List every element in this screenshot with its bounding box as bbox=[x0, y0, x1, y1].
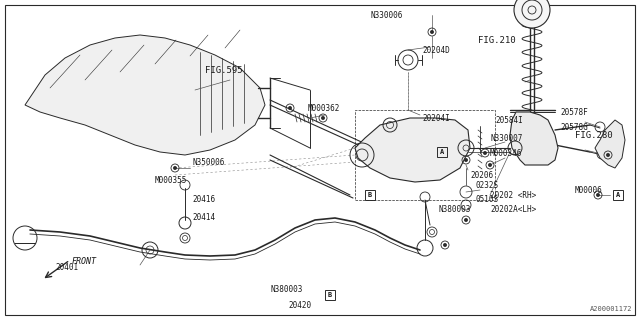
Circle shape bbox=[431, 30, 434, 34]
Text: A200001172: A200001172 bbox=[589, 306, 632, 312]
Text: N380003: N380003 bbox=[270, 285, 302, 294]
Text: FRONT: FRONT bbox=[72, 258, 97, 267]
Text: N380003: N380003 bbox=[438, 205, 470, 214]
Circle shape bbox=[514, 0, 550, 28]
Text: 20206: 20206 bbox=[470, 171, 493, 180]
Text: 20416: 20416 bbox=[192, 196, 215, 204]
Circle shape bbox=[488, 164, 492, 167]
Polygon shape bbox=[510, 112, 558, 165]
Text: 20578F: 20578F bbox=[560, 108, 588, 116]
Text: B: B bbox=[328, 292, 332, 298]
Text: N330006: N330006 bbox=[370, 11, 403, 20]
Text: 20202A<LH>: 20202A<LH> bbox=[490, 205, 536, 214]
Text: 20204I: 20204I bbox=[422, 114, 450, 123]
Text: 20420: 20420 bbox=[288, 300, 311, 309]
Text: 20204D: 20204D bbox=[422, 45, 450, 54]
Bar bbox=[355, 110, 495, 200]
Text: 0232S: 0232S bbox=[475, 180, 498, 189]
Text: N330007: N330007 bbox=[490, 133, 522, 142]
Text: 20584I: 20584I bbox=[495, 116, 523, 124]
Text: 0510S: 0510S bbox=[475, 196, 498, 204]
Text: M000355: M000355 bbox=[155, 175, 188, 185]
Text: FIG.210: FIG.210 bbox=[478, 36, 516, 44]
Bar bbox=[325, 290, 335, 300]
Text: M000346: M000346 bbox=[490, 148, 522, 157]
Circle shape bbox=[444, 244, 447, 247]
Text: 20578G: 20578G bbox=[560, 123, 588, 132]
Circle shape bbox=[173, 166, 177, 170]
Text: N350006: N350006 bbox=[192, 157, 225, 166]
Bar bbox=[613, 190, 623, 200]
Bar bbox=[365, 190, 375, 200]
Text: A: A bbox=[440, 149, 444, 155]
Circle shape bbox=[321, 116, 324, 120]
Text: B: B bbox=[368, 192, 372, 198]
Text: M000362: M000362 bbox=[308, 103, 340, 113]
Text: 20414: 20414 bbox=[192, 213, 215, 222]
Circle shape bbox=[465, 219, 468, 222]
Circle shape bbox=[596, 193, 600, 196]
Text: FIG.595: FIG.595 bbox=[205, 66, 243, 75]
Polygon shape bbox=[595, 120, 625, 168]
Circle shape bbox=[483, 151, 486, 155]
Circle shape bbox=[289, 106, 292, 109]
Polygon shape bbox=[355, 118, 470, 182]
Bar bbox=[437, 147, 447, 157]
Polygon shape bbox=[25, 35, 265, 155]
Text: A: A bbox=[616, 192, 620, 198]
Text: 20401: 20401 bbox=[55, 263, 78, 273]
Text: FIG.280: FIG.280 bbox=[575, 131, 612, 140]
Text: M00006: M00006 bbox=[575, 186, 603, 195]
Circle shape bbox=[465, 158, 468, 162]
Text: 20202 <RH>: 20202 <RH> bbox=[490, 190, 536, 199]
Circle shape bbox=[607, 153, 610, 156]
